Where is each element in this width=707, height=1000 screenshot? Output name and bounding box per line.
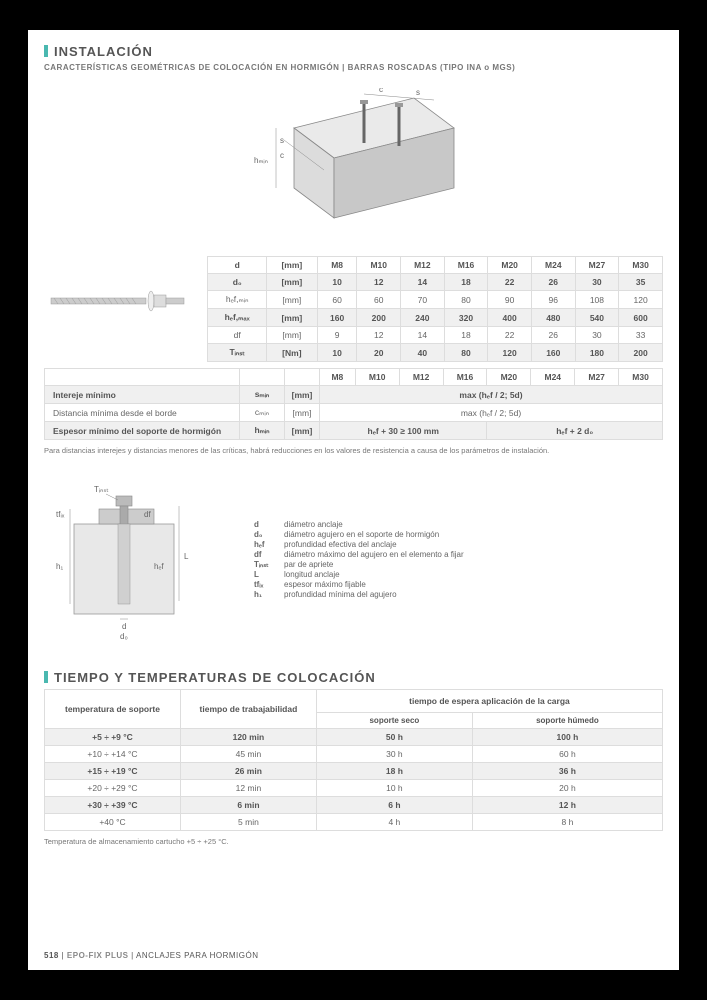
section-subtitle: CARACTERÍSTICAS GEOMÉTRICAS DE COLOCACIÓ… [44,63,663,72]
svg-text:tfᵢₓ: tfᵢₓ [56,510,65,519]
section-title-instalacion: INSTALACIÓN [44,44,663,59]
temperature-table: temperatura de soportetiempo de trabajab… [44,689,663,831]
svg-text:h₁: h₁ [56,562,63,571]
svg-text:hₘᵢₙ: hₘᵢₙ [254,156,268,165]
svg-text:s: s [280,136,284,145]
note-2: Temperatura de almacenamiento cartucho +… [44,837,663,846]
page-footer: 518 | EPO-FIX PLUS | ANCLAJES PARA HORMI… [44,951,258,960]
svg-text:d₀: d₀ [120,632,128,641]
svg-text:Tᵢₙₛₜ: Tᵢₙₛₜ [94,485,109,494]
svg-text:c: c [379,88,383,94]
svg-text:s: s [416,88,420,97]
svg-text:L: L [184,552,189,561]
geometry-diagram: c s c s hₘᵢₙ [44,88,663,240]
distance-table: M8M10M12M16M20M24M27M30Intereje mínimosₘ… [44,368,663,440]
section-title-tiempo: TIEMPO Y TEMPERATURAS DE COLOCACIÓN [44,670,663,685]
svg-text:d: d [122,622,126,631]
cross-section-diagram: Tᵢₙₛₜ tfᵢₓ df L hₑf h₁ d d₀ [44,474,224,646]
svg-text:hₑf: hₑf [154,562,164,571]
note-1: Para distancias interejes y distancias m… [44,446,663,456]
threaded-rod-diagram [44,256,197,346]
svg-text:df: df [144,510,151,519]
legend: ddiámetro anclajed₀diámetro agujero en e… [254,520,464,600]
svg-text:c: c [280,151,284,160]
geometry-table: d[mm]M8M10M12M16M20M24M27M30d₀[mm]101214… [207,256,663,362]
